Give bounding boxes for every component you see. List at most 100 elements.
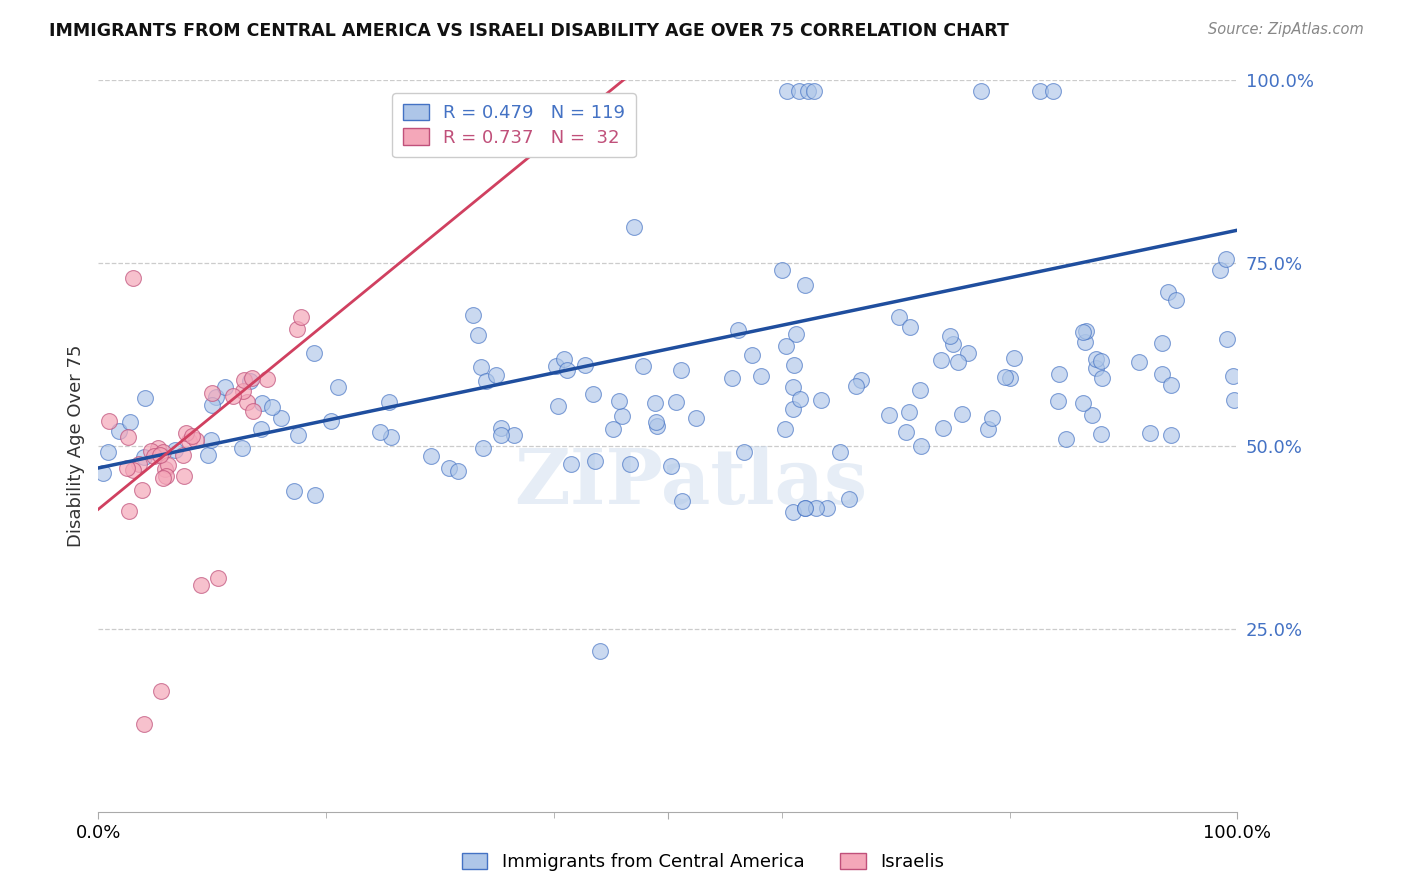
Point [121, 270, 143, 285]
Point [977, 422, 1000, 436]
Legend: R = 0.479   N = 119, R = 0.737   N =  32: R = 0.479 N = 119, R = 0.737 N = 32 [392, 93, 636, 158]
Point [475, 374, 498, 388]
Text: IMMIGRANTS FROM CENTRAL AMERICA VS ISRAELI DISABILITY AGE OVER 75 CORRELATION CH: IMMIGRANTS FROM CENTRAL AMERICA VS ISRAE… [49, 22, 1010, 40]
Point [240, 370, 263, 384]
Point [619, 458, 641, 472]
Point [148, 442, 170, 456]
Point [491, 421, 513, 435]
Point [134, 450, 156, 465]
Point [201, 386, 224, 401]
Point [447, 464, 470, 478]
Point [128, 457, 150, 471]
Point [721, 371, 744, 385]
Point [1152, 368, 1174, 382]
Point [644, 396, 666, 410]
Point [1071, 396, 1094, 410]
Point [121, 463, 143, 477]
Point [631, 359, 654, 373]
Point [285, 322, 308, 336]
Point [582, 386, 605, 401]
Point [610, 409, 633, 423]
Point [1222, 368, 1244, 383]
Point [502, 428, 524, 442]
Point [782, 380, 804, 394]
Point [1074, 334, 1097, 349]
Point [1054, 432, 1078, 446]
Point [236, 394, 259, 409]
Point [665, 395, 688, 409]
Point [420, 449, 443, 463]
Point [583, 454, 606, 468]
Point [117, 461, 139, 475]
Point [782, 401, 804, 416]
Point [163, 442, 186, 457]
Point [980, 410, 1002, 425]
Point [785, 327, 807, 342]
Point [659, 458, 682, 473]
Point [623, 219, 645, 234]
Point [1157, 285, 1180, 299]
Point [437, 461, 460, 475]
Point [1215, 252, 1237, 267]
Point [1139, 425, 1161, 440]
Point [117, 430, 139, 444]
Point [751, 369, 773, 384]
Point [793, 501, 815, 516]
Point [810, 392, 832, 407]
Point [174, 426, 197, 441]
Point [897, 405, 920, 419]
Point [828, 445, 851, 459]
Point [467, 328, 489, 343]
Text: ZIPatlas: ZIPatlas [515, 446, 868, 519]
Point [815, 501, 838, 516]
Point [685, 410, 707, 425]
Point [118, 504, 141, 518]
Point [555, 362, 578, 376]
Point [775, 339, 797, 353]
Point [304, 346, 326, 360]
Point [319, 415, 342, 429]
Point [783, 358, 806, 372]
Point [155, 469, 177, 483]
Point [908, 383, 931, 397]
Point [910, 439, 932, 453]
Point [671, 363, 693, 377]
Point [489, 427, 512, 442]
Point [553, 352, 575, 367]
Point [1222, 392, 1244, 407]
Point [1090, 427, 1112, 442]
Point [1047, 368, 1070, 382]
Point [733, 445, 755, 459]
Point [896, 425, 918, 439]
Point [461, 309, 484, 323]
Point [948, 355, 970, 369]
Point [849, 373, 872, 387]
Point [770, 263, 793, 277]
Point [1002, 351, 1025, 365]
Point [994, 369, 1017, 384]
Point [107, 425, 129, 439]
Point [588, 644, 610, 658]
Point [1042, 84, 1064, 98]
Point [950, 407, 973, 421]
Point [793, 501, 815, 516]
Point [1029, 84, 1052, 98]
Point [131, 483, 153, 498]
Point [1091, 371, 1114, 385]
Point [207, 571, 229, 585]
Point [931, 421, 953, 435]
Point [155, 462, 177, 476]
Point [201, 398, 224, 412]
Point [260, 400, 283, 414]
Point [304, 487, 326, 501]
Point [727, 322, 749, 336]
Point [547, 399, 569, 413]
Point [472, 441, 495, 455]
Point [200, 433, 222, 447]
Point [607, 394, 630, 409]
Point [470, 359, 492, 374]
Point [143, 449, 166, 463]
Point [214, 380, 236, 394]
Point [97, 445, 120, 459]
Point [222, 389, 245, 403]
